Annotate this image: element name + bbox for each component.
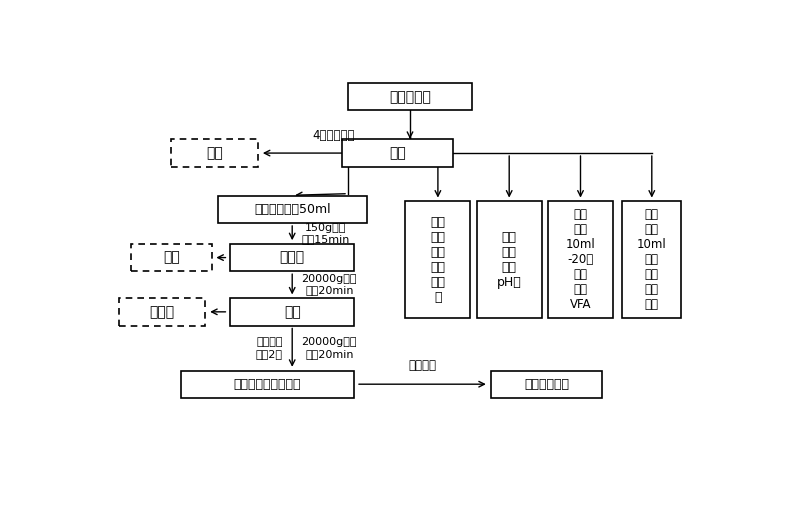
- Text: 凯氏定氮: 凯氏定氮: [409, 359, 437, 372]
- Text: 150g低速
离心15min: 150g低速 离心15min: [302, 223, 350, 244]
- Bar: [230, 298, 354, 326]
- Bar: [118, 298, 206, 326]
- Bar: [171, 139, 258, 167]
- Bar: [218, 196, 366, 223]
- Bar: [230, 244, 354, 271]
- Bar: [622, 201, 682, 318]
- Text: 沉淀: 沉淀: [284, 305, 301, 319]
- Text: 生理盐水
洗涤2次: 生理盐水 洗涤2次: [256, 337, 283, 359]
- Text: 4层纱布过滤: 4层纱布过滤: [313, 129, 355, 142]
- Text: 20000g高速
离心20min: 20000g高速 离心20min: [302, 337, 357, 359]
- Text: 20000g高速
离心20min: 20000g高速 离心20min: [302, 274, 357, 295]
- Text: 量取
滤液
10ml
-20度
保存
测定
VFA: 量取 滤液 10ml -20度 保存 测定 VFA: [566, 208, 595, 311]
- Bar: [181, 371, 354, 398]
- Text: 滤渣: 滤渣: [206, 146, 223, 160]
- Text: 立即
测定
滤液
pH值: 立即 测定 滤液 pH值: [497, 231, 522, 289]
- Text: 读取
活塞
位置
计算
产气
量: 读取 活塞 位置 计算 产气 量: [430, 216, 446, 304]
- Bar: [131, 244, 211, 271]
- Text: 发酵物样品: 发酵物样品: [389, 90, 431, 104]
- Text: 上清液: 上清液: [280, 251, 305, 265]
- Text: 准确量取滤液50ml: 准确量取滤液50ml: [254, 203, 330, 216]
- Text: 沉淀: 沉淀: [163, 251, 180, 265]
- Bar: [490, 371, 602, 398]
- Text: 量取
滤液
10ml
立即
测定
氨氮
浓度: 量取 滤液 10ml 立即 测定 氨氮 浓度: [637, 208, 666, 311]
- Text: 沉淀为细菌等微生物: 沉淀为细菌等微生物: [234, 378, 301, 390]
- Text: 上清液: 上清液: [150, 305, 174, 319]
- Bar: [548, 201, 613, 318]
- Bar: [406, 201, 470, 318]
- Bar: [342, 139, 454, 167]
- Bar: [477, 201, 542, 318]
- Bar: [348, 83, 472, 111]
- Text: 滤液: 滤液: [390, 146, 406, 160]
- Text: 微生物蛋白质: 微生物蛋白质: [524, 378, 569, 390]
